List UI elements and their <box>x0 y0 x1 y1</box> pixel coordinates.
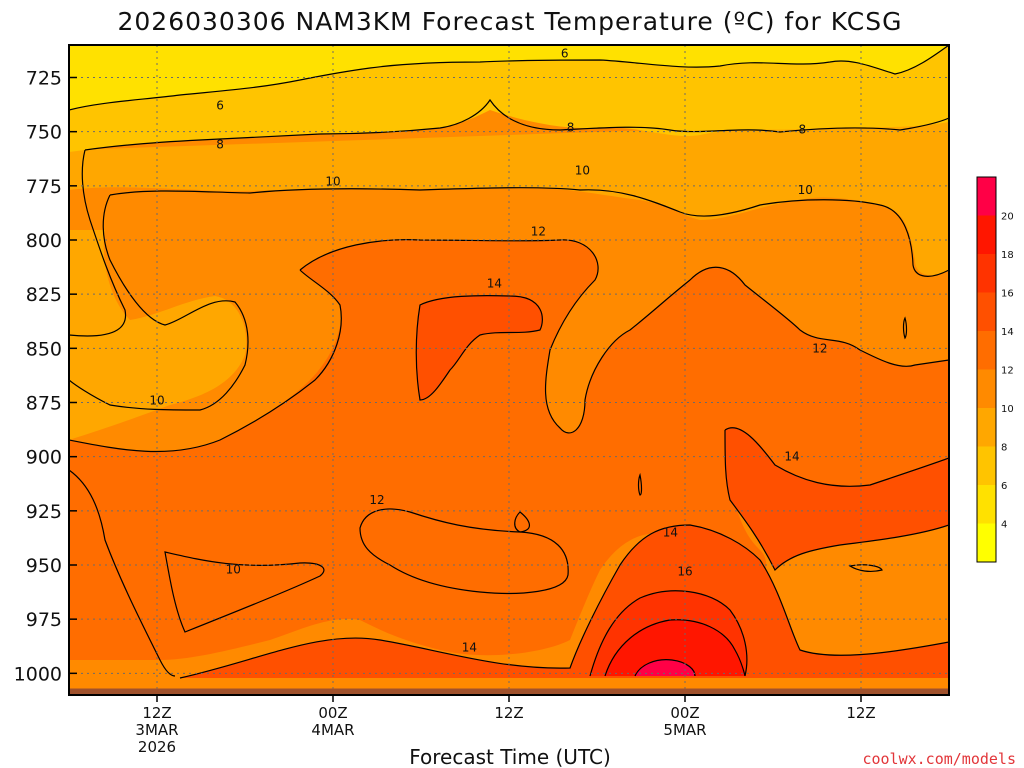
contour-label: 12 <box>812 341 827 355</box>
gridlines <box>69 45 949 695</box>
band-20-22 <box>635 659 695 676</box>
color-bar: 4 6 8 10 12 14 16 18 20 <box>976 176 1014 563</box>
y-tick-label: 825 <box>26 284 62 306</box>
y-tick-label: 725 <box>26 68 62 90</box>
contour-small-3 <box>514 511 530 533</box>
contour-label: 14 <box>784 450 799 464</box>
colorbar-tick-label: 6 <box>1001 481 1007 492</box>
contour-small-1 <box>637 472 643 496</box>
colorbar-tick-label: 4 <box>1001 520 1007 531</box>
colorbar-tick-label: 10 <box>1001 404 1014 415</box>
colorbar-swatch <box>977 177 996 216</box>
x-tick-label: 3MAR <box>135 721 178 739</box>
contour-14-low <box>179 524 949 679</box>
y-tick-label: 1000 <box>14 663 62 685</box>
colorbar-tick-label: 8 <box>1001 443 1007 454</box>
contour-small-2 <box>902 316 908 340</box>
colorbar-tick-label: 20 <box>1001 212 1014 223</box>
contour-14-right-b <box>724 429 949 572</box>
contour-label: 12 <box>369 493 384 507</box>
x-tick-label: 12Z <box>494 704 523 722</box>
y-tick-label: 925 <box>26 501 62 523</box>
contour-label: 14 <box>663 526 678 540</box>
colorbar-swatch <box>977 369 996 408</box>
colorbar-swatch <box>977 523 996 562</box>
contour-10-lower <box>164 551 325 633</box>
contour-label: 14 <box>462 640 477 654</box>
x-tick-label: 2026 <box>138 738 176 756</box>
contour-label: 8 <box>567 120 575 134</box>
contour-label: 14 <box>487 276 502 290</box>
band-8-10-lower-left <box>69 230 247 440</box>
band-14-16-low <box>180 525 949 678</box>
band-18-20 <box>605 619 745 676</box>
contour-12-blob <box>359 508 569 594</box>
colorbar-swatch <box>977 446 996 485</box>
colorbar-frame <box>976 176 997 563</box>
contour-16 <box>589 590 748 677</box>
contour-label: 12 <box>531 224 546 238</box>
contour-12-left <box>69 269 342 453</box>
contour-6 <box>69 45 949 111</box>
contour-label: 6 <box>216 99 224 113</box>
x-axis-label: Forecast Time (UTC) <box>409 745 611 768</box>
contour-label: 10 <box>575 164 590 178</box>
contour-10 <box>109 187 949 277</box>
contour-12-mid <box>299 239 949 434</box>
y-axis: 725 750 775 800 825 850 875 900 925 950 975 1000 <box>14 68 77 685</box>
contour-label: 16 <box>677 565 692 579</box>
colorbar-swatch <box>977 215 996 254</box>
contour-label: 8 <box>216 138 224 152</box>
contour-14-right <box>724 427 949 487</box>
y-tick-label: 800 <box>26 230 62 252</box>
colorbar-swatch <box>977 292 996 331</box>
contour-labels: 6 6 8 8 8 10 10 10 12 12 12 10 10 14 14 14 16 14 <box>149 47 827 655</box>
colorbar-tick-label: 14 <box>1001 327 1014 338</box>
chart-title: 2026030306 NAM3KM Forecast Temperature (… <box>118 7 903 36</box>
contour-lines <box>69 45 949 679</box>
x-tick-label: 12Z <box>142 704 171 722</box>
x-tick-label: 4MAR <box>311 721 354 739</box>
colorbar-swatch <box>977 485 996 524</box>
x-tick-label: 12Z <box>846 704 875 722</box>
colorbar-swatch <box>977 408 996 447</box>
contour-label: 6 <box>561 47 569 61</box>
contour-12-low <box>69 469 176 677</box>
x-tick-label: 00Z <box>318 704 347 722</box>
y-tick-label: 775 <box>26 176 62 198</box>
colorbar-tick-label: 18 <box>1001 250 1014 261</box>
colorbar-swatch <box>977 331 996 370</box>
y-tick-label: 975 <box>26 609 62 631</box>
contour-label: 10 <box>325 175 340 189</box>
contour-8 <box>84 98 949 151</box>
y-tick-label: 875 <box>26 393 62 415</box>
x-tick-label: 5MAR <box>663 721 706 739</box>
x-tick-label: 00Z <box>670 704 699 722</box>
contour-label: 10 <box>798 183 813 197</box>
contour-label: 10 <box>149 393 164 407</box>
y-tick-label: 950 <box>26 555 62 577</box>
band-4-6 <box>69 45 949 110</box>
contour-label: 10 <box>226 562 241 576</box>
colorbar-tick-label: 16 <box>1001 289 1014 300</box>
contour-18 <box>604 619 746 677</box>
band-14-16-upper <box>416 295 543 400</box>
colorbar-swatch <box>977 254 996 293</box>
contour-14-upper <box>415 294 543 401</box>
band-8-10-upper <box>69 120 949 276</box>
ground-below-surface <box>69 688 949 695</box>
contour-20 <box>634 659 696 677</box>
y-tick-label: 850 <box>26 338 62 360</box>
contour-label: 8 <box>799 123 807 137</box>
colorbar-tick-label: 12 <box>1001 366 1014 377</box>
contour-10-left <box>69 194 249 411</box>
band-14-16-right <box>725 427 949 570</box>
y-tick-label: 900 <box>26 447 62 469</box>
credit-text: coolwx.com/models <box>862 750 1016 768</box>
y-tick-label: 750 <box>26 122 62 144</box>
